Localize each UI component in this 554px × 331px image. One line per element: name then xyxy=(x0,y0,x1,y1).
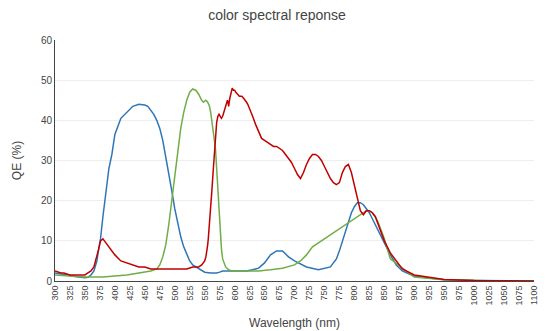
svg-text:575: 575 xyxy=(215,286,225,301)
svg-text:525: 525 xyxy=(185,286,195,301)
svg-text:1050: 1050 xyxy=(499,286,509,306)
svg-text:QE (%): QE (%) xyxy=(10,141,24,180)
svg-text:825: 825 xyxy=(364,286,374,301)
svg-text:950: 950 xyxy=(439,286,449,301)
svg-text:625: 625 xyxy=(245,286,255,301)
svg-text:400: 400 xyxy=(110,286,120,301)
svg-text:1100: 1100 xyxy=(529,286,539,305)
svg-text:30: 30 xyxy=(41,155,53,166)
svg-text:1000: 1000 xyxy=(469,286,479,306)
svg-text:800: 800 xyxy=(349,286,359,301)
svg-text:color spectral reponse: color spectral reponse xyxy=(208,7,346,23)
svg-text:50: 50 xyxy=(41,75,53,86)
svg-text:0: 0 xyxy=(46,276,52,287)
svg-text:700: 700 xyxy=(289,286,299,301)
svg-text:300: 300 xyxy=(50,286,60,301)
svg-text:775: 775 xyxy=(334,286,344,301)
svg-text:875: 875 xyxy=(394,286,404,301)
svg-text:475: 475 xyxy=(155,286,165,301)
svg-text:600: 600 xyxy=(230,286,240,301)
svg-text:60: 60 xyxy=(41,35,53,46)
svg-text:325: 325 xyxy=(65,286,75,301)
svg-text:20: 20 xyxy=(41,195,53,206)
svg-text:40: 40 xyxy=(41,115,53,126)
svg-text:450: 450 xyxy=(140,286,150,301)
svg-text:375: 375 xyxy=(95,286,105,301)
svg-text:675: 675 xyxy=(274,286,284,301)
svg-text:900: 900 xyxy=(409,286,419,301)
svg-text:500: 500 xyxy=(170,286,180,301)
svg-text:975: 975 xyxy=(454,286,464,301)
svg-text:350: 350 xyxy=(80,286,90,301)
svg-text:1025: 1025 xyxy=(484,286,494,306)
svg-text:550: 550 xyxy=(200,286,210,301)
svg-text:725: 725 xyxy=(304,286,314,301)
svg-text:425: 425 xyxy=(125,286,135,301)
svg-text:1075: 1075 xyxy=(514,286,524,306)
svg-text:750: 750 xyxy=(319,286,329,301)
svg-text:925: 925 xyxy=(424,286,434,301)
svg-text:Wavelength (nm): Wavelength (nm) xyxy=(249,316,340,330)
svg-text:650: 650 xyxy=(259,286,269,301)
svg-text:10: 10 xyxy=(41,235,53,246)
svg-text:850: 850 xyxy=(379,286,389,301)
